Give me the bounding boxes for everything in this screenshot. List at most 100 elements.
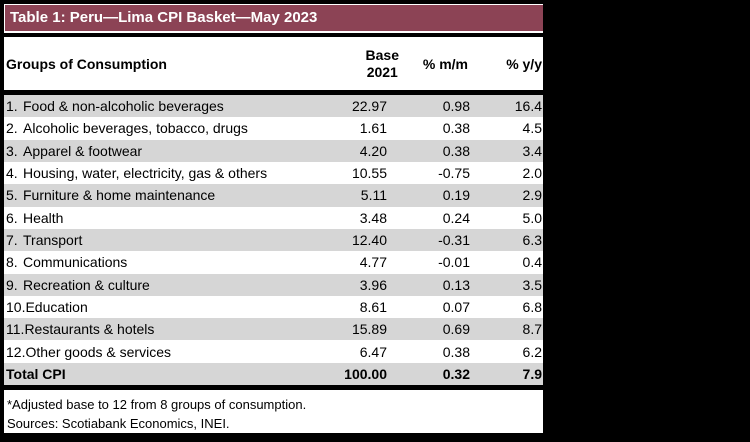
row-label-cell: 6. Health — [4, 210, 311, 226]
row-label-cell: 2. Alcoholic beverages, tobacco, drugs — [4, 120, 311, 136]
row-label-cell: 8. Communications — [4, 254, 311, 270]
row-number: 8. — [6, 254, 18, 271]
row-yy-value: 3.4 — [522, 142, 542, 159]
row-label-cell: 10. Education — [4, 299, 311, 315]
row-label: Restaurants & hotels — [24, 321, 155, 338]
row-base-value: 1.61 — [359, 120, 387, 137]
row-base-value: 15.89 — [351, 321, 387, 338]
row-label-cell: 4. Housing, water, electricity, gas & ot… — [4, 165, 311, 181]
col-header-mm: % m/m — [422, 55, 468, 72]
footnote-sources: Sources: Scotiabank Economics, INEI. — [7, 416, 230, 431]
row-number: 3. — [6, 142, 18, 159]
row-number: 5. — [6, 187, 18, 204]
row-base-value: 5.11 — [360, 187, 387, 204]
table-title-bar: Table 1: Peru—Lima CPI Basket—May 2023 — [5, 5, 543, 31]
col-header-groups: Groups of Consumption — [6, 55, 167, 72]
table-row: 8. Communications 4.77 -0.01 0.4 — [4, 251, 543, 274]
row-mm-value: 0.32 — [442, 365, 470, 382]
row-base-value: 12.40 — [351, 232, 387, 249]
table-row: 7. Transport 12.40 -0.31 6.3 — [4, 228, 543, 252]
cpi-table-panel: Table 1: Peru—Lima CPI Basket—May 2023 G… — [4, 4, 543, 433]
row-label: Health — [23, 209, 64, 226]
row-number: 11. — [6, 321, 25, 338]
column-header-row: Groups of Consumption Base 2021 % m/m % … — [4, 37, 543, 90]
row-label: Education — [25, 298, 88, 315]
row-yy-value: 2.9 — [522, 187, 542, 204]
bottom-rule — [4, 385, 543, 390]
col-header-yy: % y/y — [506, 55, 542, 72]
header-rule — [4, 90, 543, 95]
row-label: Other goods & services — [25, 343, 171, 360]
table-body: 1. Food & non-alcoholic beverages 22.97 … — [4, 95, 543, 386]
row-mm-value: 0.24 — [442, 209, 470, 226]
table-row: 9. Recreation & culture 3.96 0.13 3.5 — [4, 273, 543, 296]
row-base-value: 22.97 — [351, 98, 387, 115]
row-yy-value: 2.0 — [522, 165, 542, 182]
row-number: 4. — [6, 165, 18, 182]
row-number: 7. — [6, 232, 18, 249]
title-gap — [4, 31, 543, 33]
row-yy-value: 6.2 — [522, 343, 542, 360]
row-mm-value: 0.38 — [442, 120, 470, 137]
row-yy-value: 3.5 — [522, 276, 542, 293]
row-label-cell: 9. Recreation & culture — [4, 277, 311, 293]
row-mm-value: 0.98 — [442, 98, 470, 115]
row-number: 12. — [6, 343, 26, 360]
row-yy-value: 16.4 — [514, 98, 542, 115]
row-label-cell: Total CPI — [4, 366, 311, 382]
row-label-cell: 5. Furniture & home maintenance — [4, 187, 311, 203]
row-base-value: 3.48 — [359, 209, 387, 226]
footnote-adjusted-base: *Adjusted base to 12 from 8 groups of co… — [7, 397, 307, 412]
row-mm-value: 0.07 — [442, 298, 470, 315]
table-row-total: Total CPI 100.00 0.32 7.9 — [4, 362, 543, 386]
row-yy-value: 6.3 — [522, 232, 542, 249]
table-row: 5. Furniture & home maintenance 5.11 0.1… — [4, 184, 543, 207]
table-row: 4. Housing, water, electricity, gas & ot… — [4, 161, 543, 185]
row-base-value: 6.47 — [359, 343, 387, 360]
row-base-value: 3.96 — [359, 276, 387, 293]
row-label: Communications — [23, 254, 128, 271]
row-label: Alcoholic beverages, tobacco, drugs — [23, 120, 248, 137]
row-number: 10. — [6, 298, 26, 315]
row-label: Food & non-alcoholic beverages — [23, 98, 224, 115]
row-mm-value: 0.13 — [442, 276, 470, 293]
row-label: Apparel & footwear — [23, 142, 143, 159]
row-mm-value: 0.38 — [442, 343, 470, 360]
row-yy-value: 7.9 — [522, 365, 542, 382]
row-label: Recreation & culture — [23, 276, 150, 293]
row-mm-value: -0.75 — [438, 165, 470, 182]
row-label-cell: 1. Food & non-alcoholic beverages — [4, 98, 311, 114]
row-label: Transport — [23, 232, 83, 249]
table-row: 3. Apparel & footwear 4.20 0.38 3.4 — [4, 139, 543, 162]
table-row: 10. Education 8.61 0.07 6.8 — [4, 295, 543, 319]
row-number: 1. — [6, 98, 18, 115]
row-yy-value: 6.8 — [522, 298, 542, 315]
col-header-base: Base 2021 — [366, 47, 399, 81]
top-rule — [4, 33, 543, 37]
cpi-table: Table 1: Peru—Lima CPI Basket—May 2023 G… — [4, 4, 543, 433]
row-yy-value: 4.5 — [522, 120, 542, 137]
row-number: 6. — [6, 209, 18, 226]
row-label: Furniture & home maintenance — [23, 187, 216, 204]
table-row: 11. Restaurants & hotels 15.89 0.69 8.7 — [4, 318, 543, 341]
row-mm-value: 0.69 — [442, 321, 470, 338]
row-base-value: 8.61 — [359, 298, 387, 315]
row-mm-value: -0.01 — [438, 254, 470, 271]
row-label: Housing, water, electricity, gas & other… — [23, 165, 268, 182]
row-base-value: 4.20 — [359, 142, 387, 159]
row-label-cell: 11. Restaurants & hotels — [4, 321, 311, 337]
row-label: Total CPI — [6, 365, 66, 382]
row-label-cell: 3. Apparel & footwear — [4, 143, 311, 159]
row-number: 9. — [6, 276, 18, 293]
col-header-base-line1: Base — [365, 46, 399, 63]
table-row: 6. Health 3.48 0.24 5.0 — [4, 206, 543, 229]
row-yy-value: 8.7 — [522, 321, 542, 338]
row-mm-value: -0.31 — [438, 232, 470, 249]
footnotes: *Adjusted base to 12 from 8 groups of co… — [4, 390, 543, 433]
row-yy-value: 5.0 — [522, 209, 542, 226]
table-row: 12. Other goods & services 6.47 0.38 6.2 — [4, 340, 543, 363]
row-base-value: 10.55 — [351, 165, 387, 182]
row-base-value: 100.00 — [344, 365, 387, 382]
table-title: Table 1: Peru—Lima CPI Basket—May 2023 — [10, 9, 318, 26]
